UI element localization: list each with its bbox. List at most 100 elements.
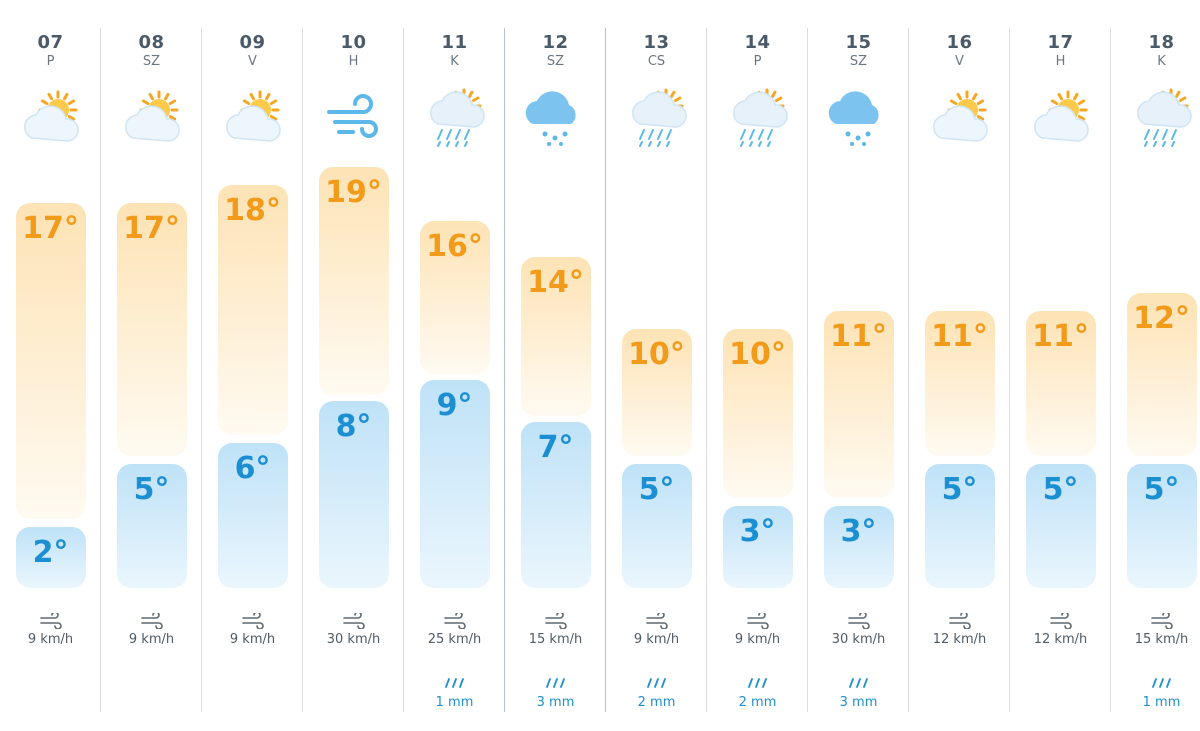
max-temp-label: 11° bbox=[830, 319, 887, 354]
rain-icon bbox=[545, 675, 567, 689]
day-column[interactable]: 14 P 10° 3° 9 km/h 2 mm bbox=[706, 28, 808, 712]
max-temp-label: 14° bbox=[527, 265, 584, 300]
min-temp-label: 7° bbox=[537, 430, 574, 465]
day-column[interactable]: 10 H 19° 8° 30 km/h bbox=[302, 28, 404, 712]
max-temp-label: 16° bbox=[426, 229, 483, 264]
min-temp-bar: 5° bbox=[924, 464, 995, 588]
day-date: 10 bbox=[340, 32, 367, 53]
max-temp-bar: 14° bbox=[520, 257, 591, 416]
day-date: 12 bbox=[542, 32, 569, 53]
max-temp-bar: 10° bbox=[722, 329, 793, 498]
max-temp-bar: 16° bbox=[419, 221, 490, 374]
day-column[interactable]: 16 V 11° 5° 12 km/h bbox=[908, 28, 1010, 712]
max-temp-bar: 11° bbox=[1025, 311, 1096, 456]
min-temp-bar: 9° bbox=[419, 380, 490, 588]
sun-rain-icon bbox=[1131, 88, 1193, 150]
day-of-week: CS bbox=[647, 54, 666, 69]
rain-icon bbox=[646, 675, 668, 689]
wind-icon bbox=[1049, 611, 1072, 630]
wind-icon bbox=[544, 611, 567, 630]
day-date: 17 bbox=[1047, 32, 1074, 53]
day-of-week: K bbox=[450, 54, 459, 69]
max-temp-label: 18° bbox=[224, 193, 281, 228]
day-column[interactable]: 12 SZ 14° 7° 15 km/h 3 mm bbox=[504, 28, 606, 712]
min-temp-bar: 5° bbox=[1025, 464, 1096, 588]
rain-cloud-icon bbox=[525, 88, 587, 150]
wind-speed: 15 km/h bbox=[528, 632, 583, 647]
min-temp-label: 5° bbox=[1042, 472, 1079, 507]
max-temp-label: 17° bbox=[123, 211, 180, 246]
day-date: 15 bbox=[845, 32, 872, 53]
day-of-week: SZ bbox=[142, 54, 161, 69]
wind-icon bbox=[241, 611, 264, 630]
day-date: 08 bbox=[138, 32, 165, 53]
wind-speed: 12 km/h bbox=[932, 632, 987, 647]
precipitation: 3 mm bbox=[839, 695, 878, 710]
rain-icon bbox=[747, 675, 769, 689]
precipitation: 3 mm bbox=[536, 695, 575, 710]
max-temp-label: 10° bbox=[729, 337, 786, 372]
rain-icon bbox=[848, 675, 870, 689]
day-of-week: H bbox=[1055, 54, 1066, 69]
min-temp-label: 3° bbox=[739, 514, 776, 549]
max-temp-label: 10° bbox=[628, 337, 685, 372]
max-temp-label: 12° bbox=[1133, 301, 1190, 336]
day-of-week: SZ bbox=[849, 54, 868, 69]
min-temp-label: 3° bbox=[840, 514, 877, 549]
wind-speed: 9 km/h bbox=[633, 632, 680, 647]
day-column[interactable]: 18 K 12° 5° 15 km/h 1 mm bbox=[1110, 28, 1200, 712]
wind-icon bbox=[323, 88, 385, 150]
min-temp-label: 5° bbox=[638, 472, 675, 507]
min-temp-label: 2° bbox=[32, 535, 69, 570]
wind-speed: 12 km/h bbox=[1033, 632, 1088, 647]
day-of-week: V bbox=[955, 54, 964, 69]
wind-icon bbox=[140, 611, 163, 630]
rain-icon bbox=[444, 675, 466, 689]
max-temp-bar: 18° bbox=[217, 185, 288, 435]
precipitation: 1 mm bbox=[1142, 695, 1181, 710]
day-of-week: V bbox=[248, 54, 257, 69]
min-temp-label: 8° bbox=[335, 409, 372, 444]
day-column[interactable]: 17 H 11° 5° 12 km/h bbox=[1009, 28, 1111, 712]
day-column[interactable]: 09 V 18° 6° 9 km/h bbox=[201, 28, 303, 712]
max-temp-bar: 17° bbox=[116, 203, 187, 456]
wind-speed: 9 km/h bbox=[27, 632, 74, 647]
min-temp-bar: 8° bbox=[318, 401, 389, 588]
wind-speed: 25 km/h bbox=[427, 632, 482, 647]
max-temp-bar: 19° bbox=[318, 167, 389, 395]
max-temp-label: 11° bbox=[1032, 319, 1089, 354]
day-column[interactable]: 07 P 17° 2° 9 km/h bbox=[0, 28, 101, 712]
sun-rain-icon bbox=[626, 88, 688, 150]
day-column[interactable]: 08 SZ 17° 5° 9 km/h bbox=[100, 28, 202, 712]
min-temp-bar: 7° bbox=[520, 422, 591, 588]
precipitation: 2 mm bbox=[637, 695, 676, 710]
day-date: 09 bbox=[239, 32, 266, 53]
day-column[interactable]: 11 K 16° 9° 25 km/h 1 mm bbox=[403, 28, 505, 712]
wind-icon bbox=[948, 611, 971, 630]
max-temp-bar: 11° bbox=[924, 311, 995, 456]
wind-speed: 9 km/h bbox=[229, 632, 276, 647]
day-column[interactable]: 13 CS 10° 5° 9 km/h 2 mm bbox=[605, 28, 707, 712]
wind-speed: 9 km/h bbox=[734, 632, 781, 647]
sun-rain-icon bbox=[424, 88, 486, 150]
min-temp-bar: 3° bbox=[722, 506, 793, 588]
day-of-week: P bbox=[753, 54, 762, 69]
min-temp-label: 6° bbox=[234, 451, 271, 486]
sun-rain-icon bbox=[727, 88, 789, 150]
wind-speed: 9 km/h bbox=[128, 632, 175, 647]
wind-speed: 30 km/h bbox=[326, 632, 381, 647]
min-temp-bar: 5° bbox=[116, 464, 187, 588]
partly-cloudy-icon bbox=[222, 88, 284, 150]
day-of-week: SZ bbox=[546, 54, 565, 69]
day-date: 16 bbox=[946, 32, 973, 53]
max-temp-bar: 11° bbox=[823, 311, 894, 498]
max-temp-bar: 17° bbox=[15, 203, 86, 519]
precipitation: 2 mm bbox=[738, 695, 777, 710]
wind-icon bbox=[443, 611, 466, 630]
day-column[interactable]: 15 SZ 11° 3° 30 km/h 3 mm bbox=[807, 28, 909, 712]
min-temp-label: 5° bbox=[1143, 472, 1180, 507]
max-temp-bar: 10° bbox=[621, 329, 692, 456]
max-temp-bar: 12° bbox=[1126, 293, 1197, 456]
wind-icon bbox=[342, 611, 365, 630]
day-date: 11 bbox=[441, 32, 468, 53]
